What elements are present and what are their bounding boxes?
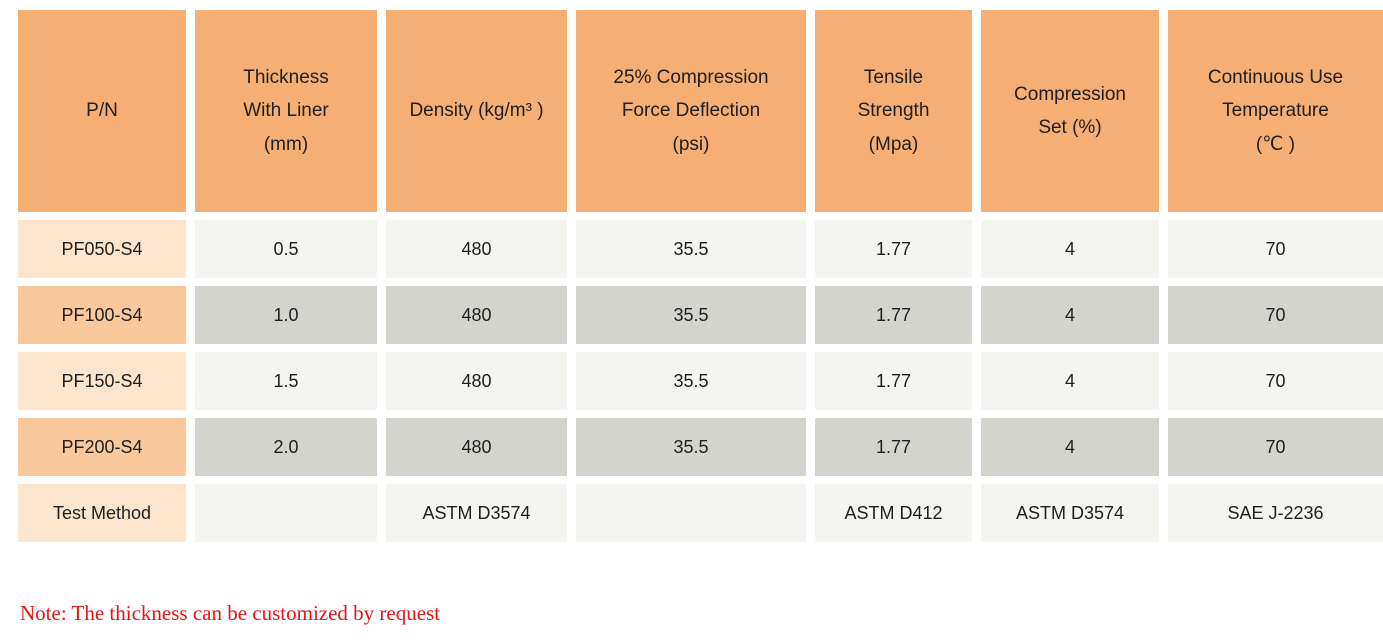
- cell-density: 480: [386, 220, 567, 278]
- header-cell-temperature: Continuous Use Temperature (℃ ): [1168, 10, 1383, 212]
- cell-temperature: 70: [1168, 352, 1383, 410]
- cell-thickness: 2.0: [195, 418, 377, 476]
- header-cell-pn: P/N: [18, 10, 186, 212]
- header-cell-cfd: 25% Compression Force Deflection (psi): [576, 10, 806, 212]
- cell-temperature: SAE J-2236: [1168, 484, 1383, 542]
- cell-compression_set: 4: [981, 220, 1159, 278]
- header-cell-thickness: Thickness With Liner (mm): [195, 10, 377, 212]
- cell-tensile: 1.77: [815, 286, 972, 344]
- cell-density: ASTM D3574: [386, 484, 567, 542]
- cell-pn: PF050-S4: [18, 220, 186, 278]
- cell-tensile: ASTM D412: [815, 484, 972, 542]
- cell-cfd: 35.5: [576, 220, 806, 278]
- cell-compression_set: 4: [981, 286, 1159, 344]
- cell-temperature: 70: [1168, 286, 1383, 344]
- cell-cfd: 35.5: [576, 286, 806, 344]
- note-text: Note: The thickness can be customized by…: [20, 601, 441, 625]
- cell-thickness: 1.0: [195, 286, 377, 344]
- cell-density: 480: [386, 418, 567, 476]
- cell-temperature: 70: [1168, 220, 1383, 278]
- cell-density: 480: [386, 286, 567, 344]
- cell-thickness: [195, 484, 377, 542]
- cell-compression_set: ASTM D3574: [981, 484, 1159, 542]
- cell-temperature: 70: [1168, 418, 1383, 476]
- cell-pn: PF200-S4: [18, 418, 186, 476]
- cell-compression_set: 4: [981, 418, 1159, 476]
- cell-tensile: 1.77: [815, 352, 972, 410]
- cell-pn: Test Method: [18, 484, 186, 542]
- cell-compression_set: 4: [981, 352, 1159, 410]
- cell-cfd: 35.5: [576, 352, 806, 410]
- cell-thickness: 0.5: [195, 220, 377, 278]
- header-cell-tensile: Tensile Strength (Mpa): [815, 10, 972, 212]
- cell-pn: PF100-S4: [18, 286, 186, 344]
- cell-tensile: 1.77: [815, 220, 972, 278]
- cell-tensile: 1.77: [815, 418, 972, 476]
- spec-table: P/N Thickness With Liner (mm) Density (kg/…: [18, 10, 1383, 542]
- cell-pn: PF150-S4: [18, 352, 186, 410]
- header-cell-compression_set: Compression Set (%): [981, 10, 1159, 212]
- cell-thickness: 1.5: [195, 352, 377, 410]
- cell-cfd: [576, 484, 806, 542]
- cell-cfd: 35.5: [576, 418, 806, 476]
- cell-density: 480: [386, 352, 567, 410]
- header-cell-density: Density (kg/m³ ): [386, 10, 567, 212]
